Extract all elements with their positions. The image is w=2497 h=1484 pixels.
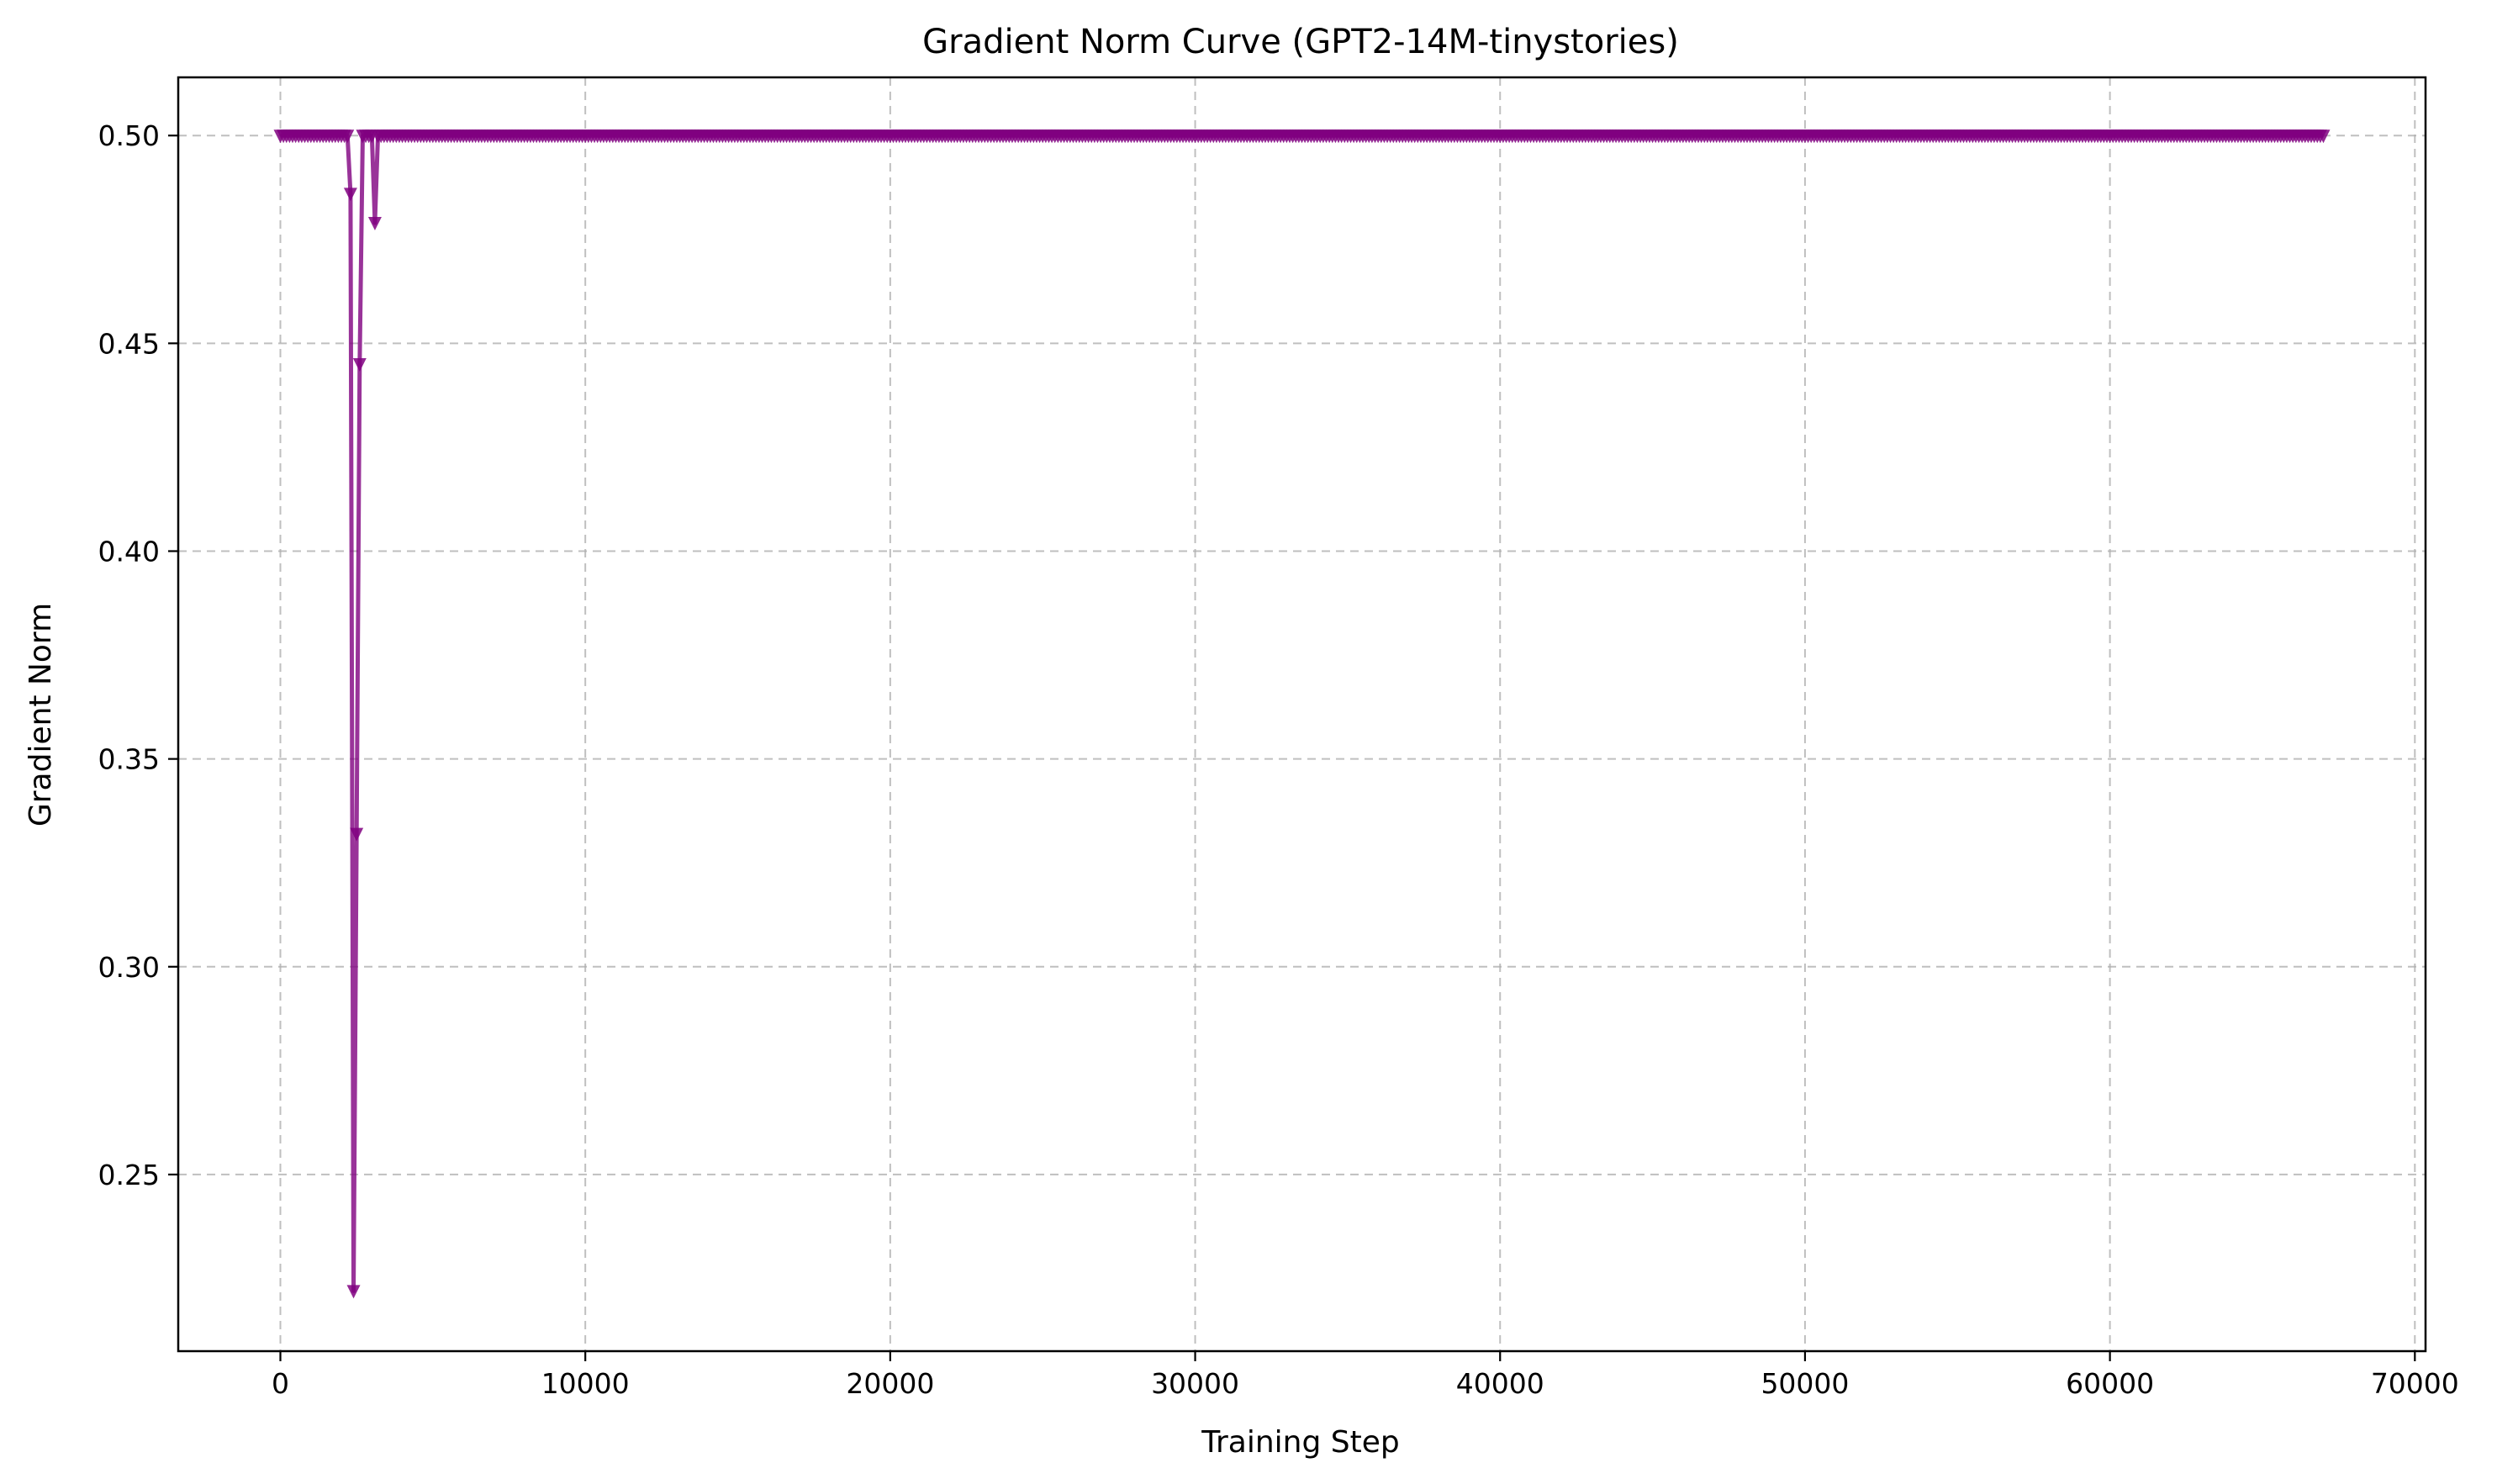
data-point-marker: [340, 129, 355, 144]
y-tick-label: 0.35: [98, 743, 160, 776]
y-tick-label: 0.30: [98, 951, 160, 984]
data-point-marker: [343, 187, 357, 202]
data-point-marker: [2316, 129, 2331, 144]
series-gradient-norm: [273, 129, 2331, 1299]
plot-frame: [177, 76, 2427, 1353]
data-point-marker: [352, 358, 367, 372]
x-tick-label: 20000: [846, 1367, 934, 1400]
axis-ticks: 0 10000 20000 30000 40000 50000 60000 70000 0.25…: [98, 119, 2459, 1400]
x-tick-label: 10000: [541, 1367, 630, 1400]
y-tick-label: 0.25: [98, 1159, 160, 1191]
data-point-marker: [346, 1285, 361, 1299]
data-point-marker: [367, 217, 382, 231]
y-tick-label: 0.50: [98, 119, 160, 152]
x-tick-label: 30000: [1151, 1367, 1239, 1400]
x-axis-label: Training Step: [1201, 1425, 1399, 1460]
y-tick-label: 0.45: [98, 327, 160, 360]
chart-title: Gradient Norm Curve (GPT2-14M-tinystorie…: [922, 23, 1679, 61]
y-tick-label: 0.40: [98, 535, 160, 568]
x-tick-label: 50000: [1761, 1367, 1849, 1400]
x-tick-label: 60000: [2066, 1367, 2154, 1400]
x-tick-label: 0: [272, 1367, 289, 1400]
x-tick-label: 70000: [2371, 1367, 2459, 1400]
y-axis-label: Gradient Norm: [24, 603, 58, 826]
x-tick-label: 40000: [1456, 1367, 1544, 1400]
data-point-marker: [350, 827, 364, 842]
